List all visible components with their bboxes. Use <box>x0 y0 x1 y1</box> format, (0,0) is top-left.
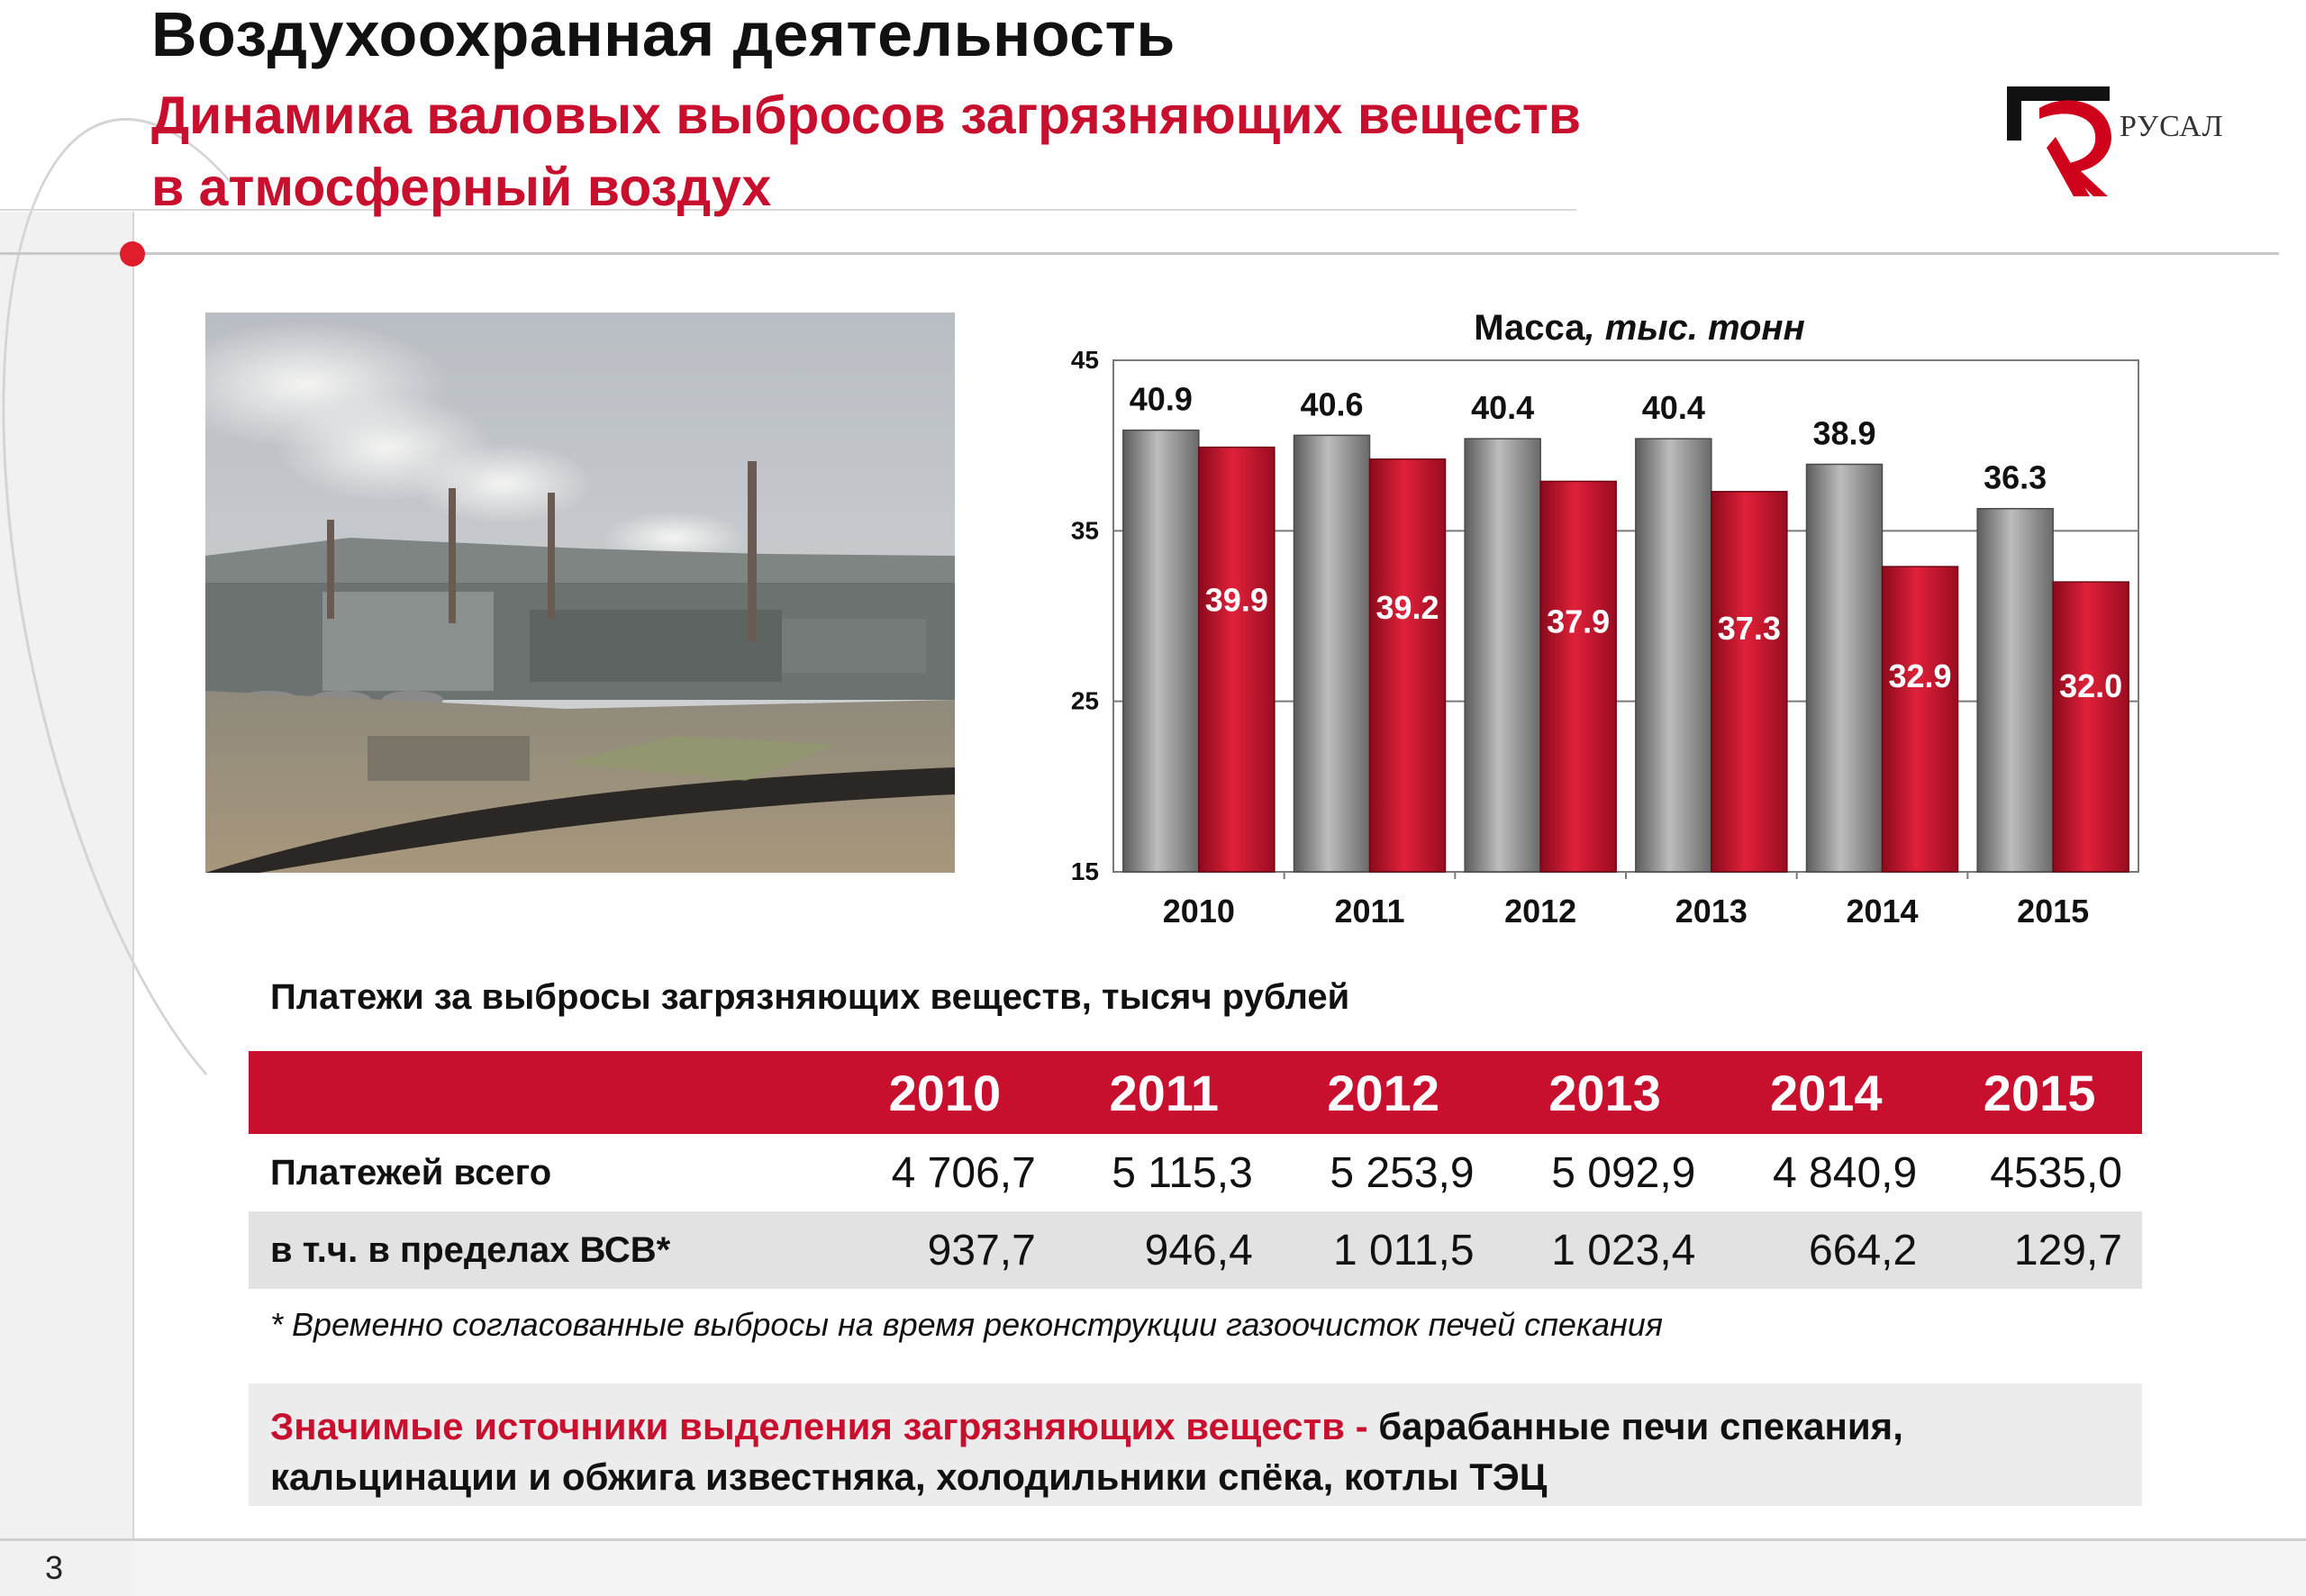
decor-red-dot <box>120 241 145 267</box>
header-year-cell: 2015 <box>1937 1051 2142 1134</box>
emission-sources-box: Значимые источники выделения загрязняющи… <box>249 1383 2142 1506</box>
table-cell: 1 023,4 <box>1493 1211 1716 1289</box>
x-tick-label: 2012 <box>1504 893 1576 929</box>
data-label: 39.2 <box>1375 589 1439 626</box>
y-tick-label: 35 <box>1071 516 1099 544</box>
emissions-bar-chart: Масса, тыс. тонн 15 25 35 45 40.9 39.9 2010 40.… <box>1071 308 2139 929</box>
table-cell: 946,4 <box>1055 1211 1273 1289</box>
data-label: 32.9 <box>1888 657 1951 694</box>
header-year-cell: 2010 <box>834 1051 1056 1134</box>
decor-vertical-line <box>132 212 134 1596</box>
data-label: 36.3 <box>1984 459 2047 496</box>
data-label: 37.3 <box>1718 610 1781 647</box>
x-tick-label: 2014 <box>1846 893 1918 929</box>
table-row: в т.ч. в пределах ВСВ* 937,7 946,4 1 011… <box>249 1211 2142 1289</box>
data-label: 32.0 <box>2059 667 2122 704</box>
row-label: Платежей всего <box>249 1134 834 1211</box>
payments-heading: Платежи за выбросы загрязняющих веществ,… <box>270 977 1350 1017</box>
header-divider <box>0 252 2279 255</box>
data-label: 40.4 <box>1642 389 1705 426</box>
bar-gray <box>1976 507 2054 873</box>
payments-table: 2010 2011 2012 2013 2014 2015 Платежей в… <box>249 1051 2142 1289</box>
y-tick-label: 25 <box>1071 687 1099 715</box>
x-tick-label: 2015 <box>2017 893 2089 929</box>
subtitle-line-1: Динамика валовых выбросов загрязняющих в… <box>151 86 1581 145</box>
plot-area <box>1112 359 2139 873</box>
header-year-cell: 2014 <box>1715 1051 1938 1134</box>
bar-gray <box>1122 429 1200 873</box>
table-cell: 5 115,3 <box>1055 1134 1273 1211</box>
bar-gray <box>1464 438 1541 873</box>
header-empty-cell <box>249 1051 834 1134</box>
bar-red <box>1711 491 1788 873</box>
table-cell: 1 011,5 <box>1272 1211 1494 1289</box>
logo-text: РУСАЛ <box>2120 110 2224 143</box>
data-label: 40.4 <box>1471 389 1534 426</box>
y-tick-label: 15 <box>1071 857 1099 885</box>
header-year-cell: 2013 <box>1493 1051 1716 1134</box>
table-cell: 5 092,9 <box>1493 1134 1716 1211</box>
table-cell: 4 840,9 <box>1715 1134 1938 1211</box>
row-label: в т.ч. в пределах ВСВ* <box>249 1211 834 1289</box>
subtitle-line-2: в атмосферный воздух <box>151 158 772 217</box>
chart-title-main: Масса <box>1474 308 1585 348</box>
left-decor-panel <box>0 212 132 1596</box>
y-tick-label: 45 <box>1071 346 1099 374</box>
table-cell: 4 706,7 <box>834 1134 1056 1211</box>
data-label: 38.9 <box>1812 414 1875 451</box>
bar-red <box>2052 581 2129 873</box>
decor-title-underline <box>0 209 1576 211</box>
page-title: Воздухоохранная деятельность <box>151 0 1176 69</box>
data-label: 40.6 <box>1300 385 1363 422</box>
header-year-cell: 2012 <box>1272 1051 1494 1134</box>
page-subtitle: Динамика валовых выбросов загрязняющих в… <box>151 79 1773 223</box>
rusal-logo <box>2007 86 2111 196</box>
sources-lead: Значимые источники выделения загрязняющи… <box>270 1405 1368 1447</box>
bar-gray <box>1293 434 1371 873</box>
bar-gray <box>1805 463 1884 873</box>
table-cell: 4535,0 <box>1937 1134 2142 1211</box>
table-cell: 129,7 <box>1937 1211 2142 1289</box>
chart-title: Масса, тыс. тонн <box>1474 308 1805 348</box>
sources-list: барабанные печи спекания, кальцинации и … <box>270 1405 1903 1498</box>
table-cell: 664,2 <box>1715 1211 1938 1289</box>
emission-sources-text: Значимые источники выделения загрязняющи… <box>270 1401 2135 1502</box>
page-number: 3 <box>45 1549 64 1586</box>
x-tick-label: 2011 <box>1334 893 1404 929</box>
bar-gray <box>1635 438 1712 873</box>
payments-header-row: 2010 2011 2012 2013 2014 2015 <box>249 1051 2142 1134</box>
footer-band <box>132 1541 2306 1596</box>
footer-divider <box>0 1538 2306 1541</box>
data-label: 40.9 <box>1130 381 1193 418</box>
x-tick-label: 2010 <box>1163 893 1235 929</box>
bar-red <box>1881 566 1959 873</box>
bar-red <box>1198 446 1276 873</box>
data-label: 37.9 <box>1547 603 1610 640</box>
chart-title-unit: , тыс. тонн <box>1584 308 1805 348</box>
x-tick-label: 2013 <box>1675 893 1748 929</box>
bar-red <box>1539 480 1617 873</box>
plant-photo <box>205 313 955 873</box>
table-cell: 937,7 <box>834 1211 1056 1289</box>
table-row: Платежей всего 4 706,7 5 115,3 5 253,9 5… <box>249 1134 2142 1211</box>
table-cell: 5 253,9 <box>1272 1134 1494 1211</box>
bar-red <box>1368 458 1447 873</box>
payments-footnote: * Временно согласованные выбросы на врем… <box>270 1306 1664 1343</box>
data-label: 39.9 <box>1205 581 1268 618</box>
header-year-cell: 2011 <box>1055 1051 1273 1134</box>
